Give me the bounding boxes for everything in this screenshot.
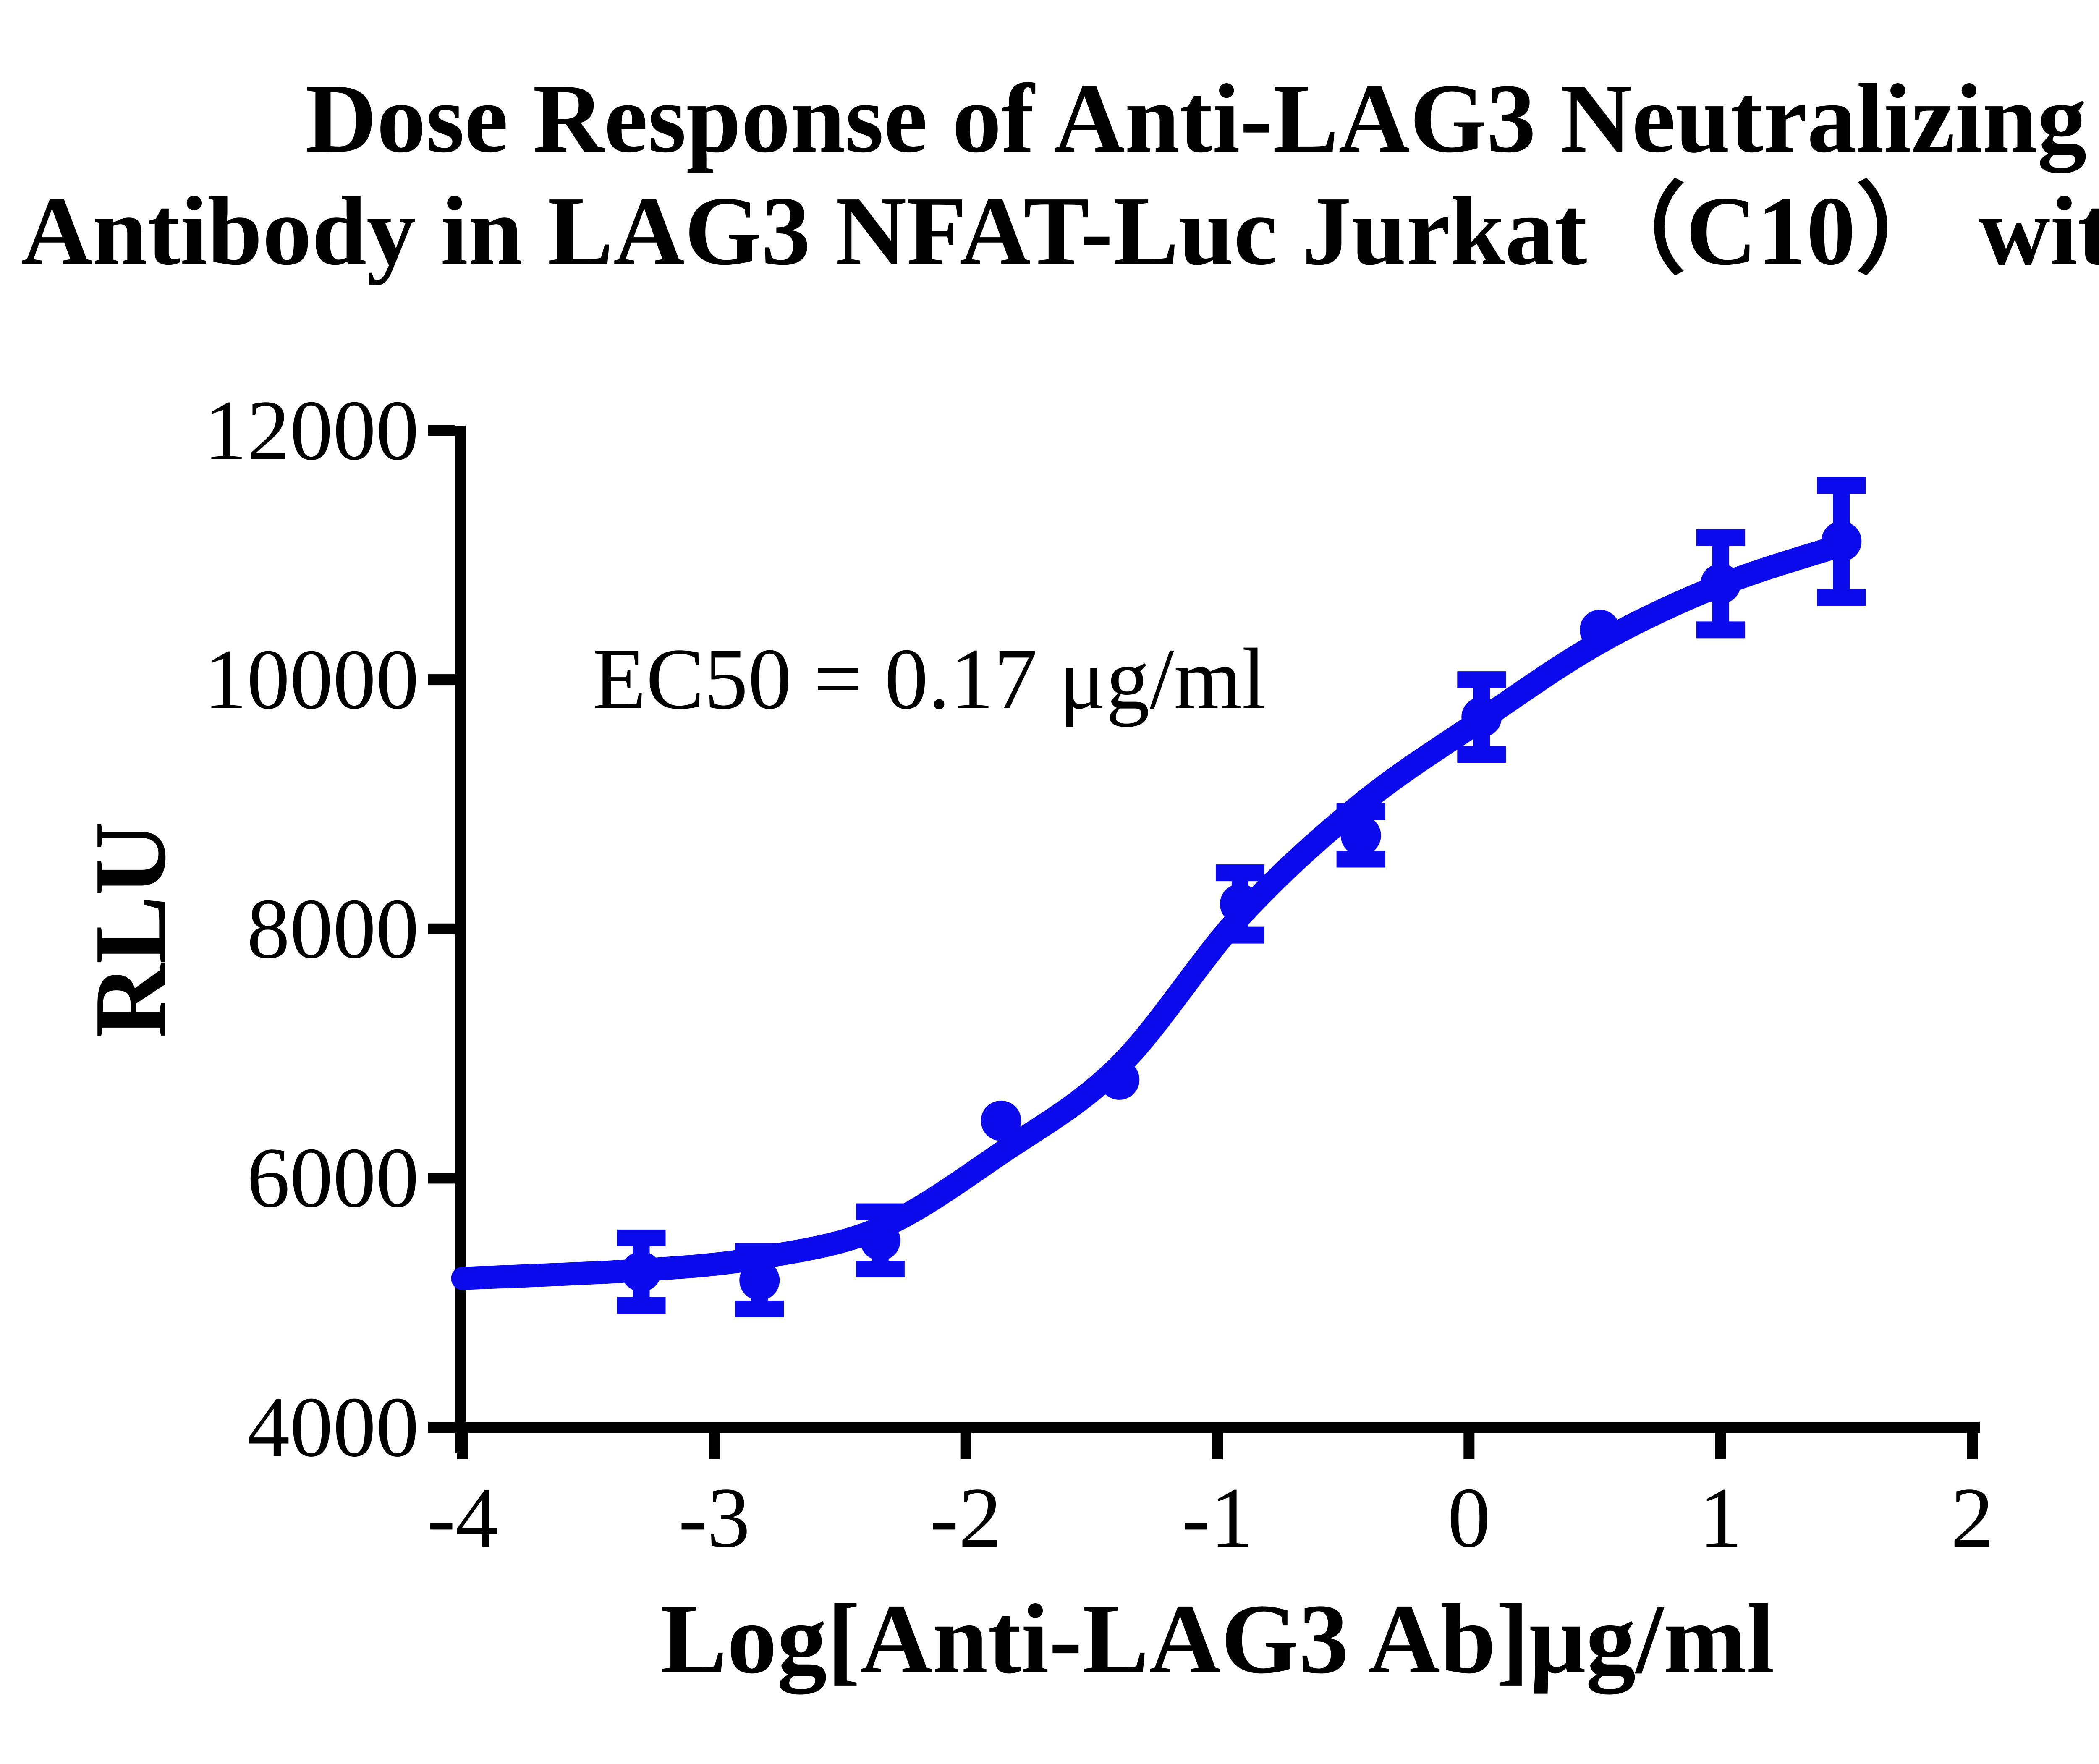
y-tick-label: 8000 <box>247 881 419 976</box>
ec50-annotation: EC50 = 0.17 μg/ml <box>593 631 1266 727</box>
data-point-marker <box>1340 815 1381 856</box>
y-tick-label: 4000 <box>247 1379 419 1475</box>
x-tick-label: 0 <box>1447 1470 1491 1565</box>
data-point-marker <box>860 1220 900 1261</box>
data-point-marker <box>1461 697 1502 738</box>
y-tick-label: 12000 <box>204 382 419 478</box>
data-points <box>621 521 1862 1301</box>
x-tick-label: -2 <box>930 1470 1002 1565</box>
data-point-marker <box>739 1260 780 1301</box>
x-tick-label: -4 <box>427 1470 499 1565</box>
dose-response-fit-curve <box>451 534 1853 1290</box>
chart-title: Dose Response of Anti-LAG3 Neutralizing … <box>0 62 2099 287</box>
data-point-marker <box>1579 610 1620 650</box>
data-point-marker <box>621 1251 662 1292</box>
x-tick-label: -3 <box>678 1470 750 1565</box>
chart-title-line1: Dose Response of Anti-LAG3 Neutralizing <box>305 64 2087 173</box>
data-point-marker <box>1700 563 1741 604</box>
data-point-marker <box>1821 521 1862 562</box>
y-tick-label: 6000 <box>247 1130 419 1226</box>
chart-title-line2: Antibody in LAG3 NFAT-Luc Jurkat（C10） wi… <box>21 176 2099 285</box>
data-point-marker <box>981 1100 1021 1141</box>
x-tick-label: -1 <box>1181 1470 1254 1565</box>
y-tick-label: 10000 <box>204 632 419 728</box>
x-tick-label: 2 <box>1950 1470 1994 1565</box>
data-point-marker <box>1220 884 1260 924</box>
x-axis-title: Log[Anti-LAG3 Ab]μg/ml <box>660 1584 1774 1694</box>
x-tick-label: 1 <box>1699 1470 1742 1565</box>
data-point-marker <box>1099 1059 1140 1100</box>
